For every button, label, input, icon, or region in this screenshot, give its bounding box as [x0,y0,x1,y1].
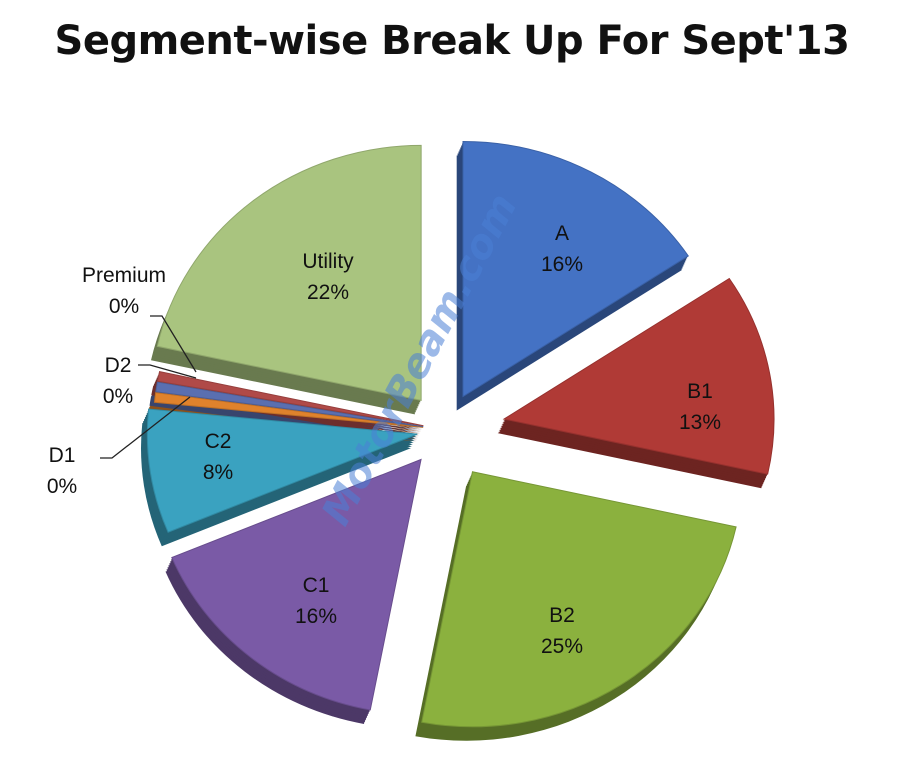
slice-a [462,141,689,398]
slice-label-c1: C1 [303,574,330,597]
leader-line-premium [150,315,197,373]
slice-value-d1: 0% [47,475,77,498]
chart-title: Segment-wise Break Up For Sept'13 [54,18,850,64]
leader-line-d2 [138,364,197,379]
slice-b1 [502,277,775,475]
slice-label-d1: D1 [49,444,76,467]
label-layer: A 16% B1 13% B2 25% C1 16% C2 8% D1 0% D2 0% Premium 0%… [47,222,721,658]
slice-value-a: 16% [541,253,583,276]
slice-value-utility: 22% [307,281,349,304]
slice-value-c2: 8% [203,461,233,484]
slice-d1 [153,392,424,428]
slice-value-b1: 13% [679,411,721,434]
slice-layer [146,141,775,728]
slice-d2 [155,381,424,428]
slice-c1 [171,458,422,711]
slice-label-c2: C2 [205,430,232,453]
slice-label-premium: Premium [82,264,166,287]
slice-label-a: A [555,222,569,245]
slice-value-premium: 0% [109,295,139,318]
slice-value-d2: 0% [103,385,133,408]
slice-b2 [421,471,737,728]
slice-label-b1: B1 [687,380,713,403]
leader-line-d1 [100,396,191,459]
slice-label-d2: D2 [105,354,132,377]
slice-c2 [146,408,418,533]
slice-premium [156,371,424,427]
slice-value-c1: 16% [295,605,337,628]
slice-value-b2: 25% [541,635,583,658]
slice-label-utility: Utility [302,250,354,273]
slice-label-b2: B2 [549,604,575,627]
slice-utility [156,144,422,402]
